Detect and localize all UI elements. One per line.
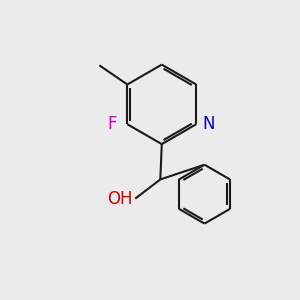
Text: N: N [202,115,214,133]
Text: OH: OH [107,190,132,208]
Text: F: F [107,115,117,133]
